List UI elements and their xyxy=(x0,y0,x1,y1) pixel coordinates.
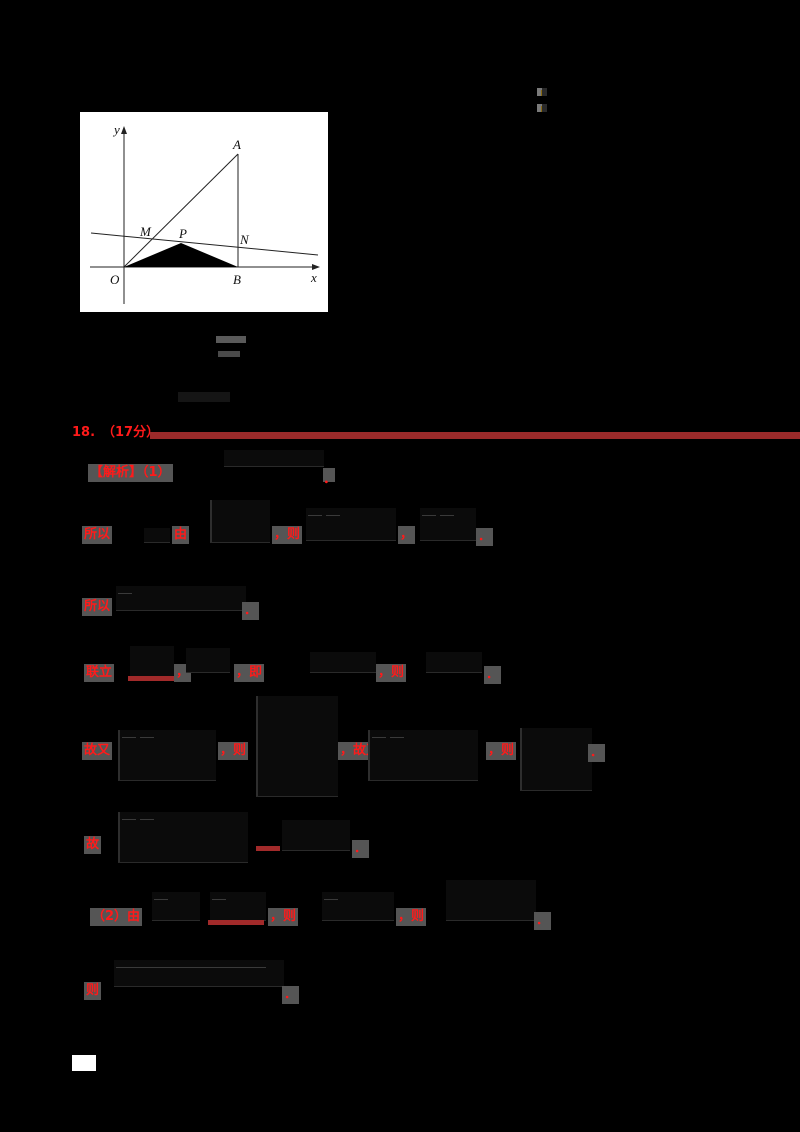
formula-fraction xyxy=(114,960,284,987)
svg-text:N: N xyxy=(239,232,250,247)
solution-label: ，则 xyxy=(268,908,299,926)
header-mark xyxy=(537,88,547,96)
solution-label: 所以 xyxy=(82,598,113,616)
solution-label: ，则 xyxy=(376,664,407,682)
scan-fragment xyxy=(216,336,246,343)
formula xyxy=(144,528,170,543)
question-points: （17分） xyxy=(102,425,160,440)
formula xyxy=(282,820,350,851)
formula-vector xyxy=(118,812,248,863)
svg-text:A: A xyxy=(232,137,241,152)
formula-fraction xyxy=(306,508,396,541)
solution-label: 则 xyxy=(84,982,102,1000)
underline xyxy=(128,676,178,681)
solution-label: （2）由 xyxy=(90,908,143,926)
svg-text:x: x xyxy=(310,270,317,285)
formula xyxy=(426,652,482,673)
solution-label: 由 xyxy=(172,526,190,544)
solution-label: ， xyxy=(398,526,416,544)
scan-fragment xyxy=(218,351,240,357)
solution-label: ，则 xyxy=(218,742,249,760)
formula-system xyxy=(256,696,338,797)
punct: ． xyxy=(534,912,552,930)
punct: ． xyxy=(476,528,494,546)
punct: ． xyxy=(242,602,260,620)
svg-text:O: O xyxy=(110,272,120,287)
punct-box: ． xyxy=(323,468,337,487)
formula xyxy=(310,652,376,673)
svg-text:M: M xyxy=(139,224,152,239)
underline xyxy=(208,920,264,925)
formula-system xyxy=(118,730,216,781)
formula xyxy=(446,880,536,921)
formula xyxy=(186,648,230,673)
formula xyxy=(224,450,324,467)
header-mark xyxy=(537,104,547,112)
solution-label: ，则 xyxy=(486,742,517,760)
solution-label: 【解析】（1） xyxy=(88,464,173,482)
section-rule xyxy=(150,432,800,439)
solution-label: 联立 xyxy=(84,664,115,682)
underline xyxy=(256,846,280,851)
formula xyxy=(116,586,246,611)
punct: ． xyxy=(484,666,502,684)
geometry-figure: y A M P N O B x xyxy=(80,112,328,312)
scan-fragment xyxy=(178,392,230,402)
solution-label: ，则 xyxy=(396,908,427,926)
formula-fraction xyxy=(130,646,174,677)
svg-text:B: B xyxy=(233,272,241,287)
solution-label: ，即 xyxy=(234,664,265,682)
formula-fraction xyxy=(420,508,476,541)
formula-fraction xyxy=(322,892,394,921)
page-number-box xyxy=(72,1055,96,1071)
formula-fraction xyxy=(210,892,266,921)
solution-label: ，则 xyxy=(272,526,303,544)
solution-label: 所以 xyxy=(82,526,113,544)
solution-label: 故 xyxy=(84,836,102,854)
formula-system xyxy=(210,500,270,543)
formula-system xyxy=(520,728,592,791)
punct: ． xyxy=(282,986,300,1004)
formula-fraction xyxy=(152,892,200,921)
punct: ． xyxy=(588,744,606,762)
punct: ， xyxy=(174,664,192,682)
solution-label: 故又 xyxy=(82,742,113,760)
coordinate-diagram: y A M P N O B x xyxy=(90,122,320,304)
svg-text:P: P xyxy=(178,226,187,241)
formula-system xyxy=(368,730,478,781)
svg-text:y: y xyxy=(112,122,120,137)
punct: ． xyxy=(352,840,370,858)
question-number: 18. xyxy=(72,425,96,440)
